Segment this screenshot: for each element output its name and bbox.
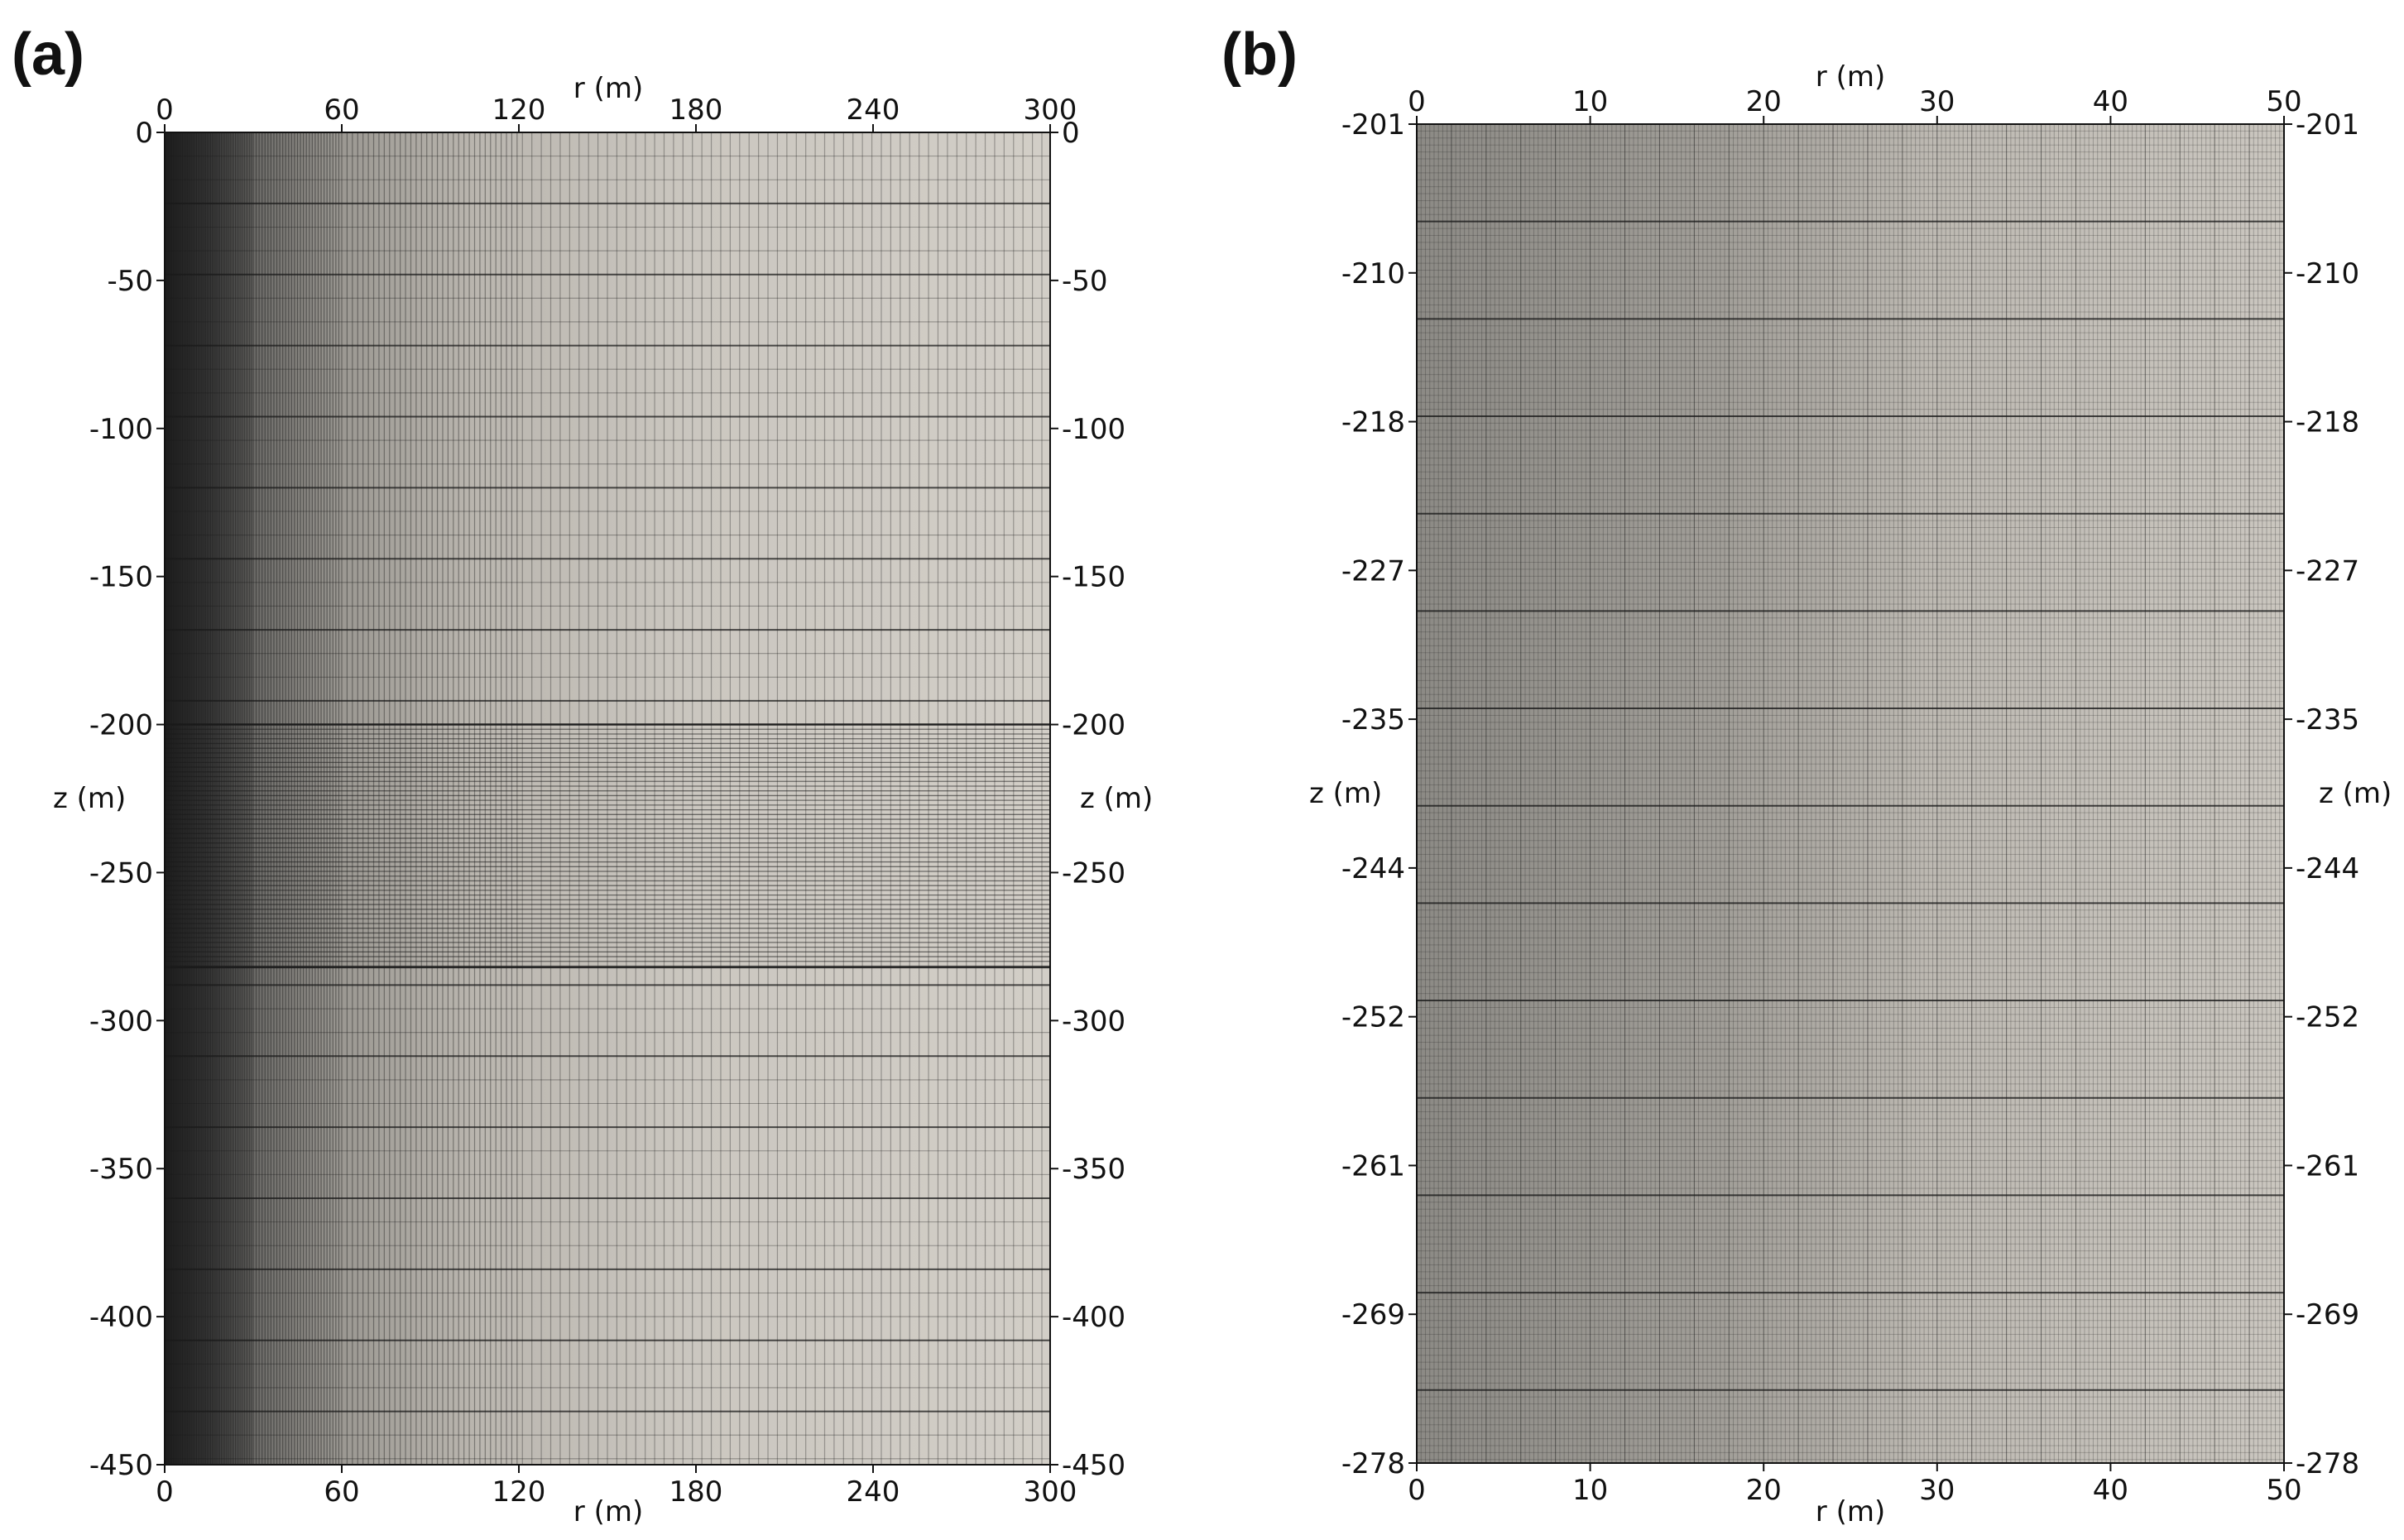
panel-b-ytick-right: -261	[2296, 1149, 2359, 1183]
panel-b-xtick-top: 50	[2266, 85, 2301, 118]
panel-b-ylabel-right: z (m)	[2319, 777, 2392, 810]
panel-a-ylabel-left: z (m)	[53, 782, 126, 815]
panel-b-ytick-right: -278	[2296, 1447, 2359, 1480]
panel-a-ytick-right: -250	[1062, 856, 1125, 890]
panel-b-xtick-top: 20	[1746, 85, 1782, 118]
panel-b-ytick-left: -261	[1341, 1149, 1405, 1183]
panel-a-xtick-bottom: 120	[492, 1475, 546, 1509]
panel-a-ytick-right: -350	[1062, 1153, 1125, 1186]
panel-a-ytick-right: -450	[1062, 1449, 1125, 1482]
panel-a-xtick-top: 120	[492, 94, 546, 127]
panel-b-ytick-left: -269	[1341, 1298, 1405, 1331]
panel-a-frame	[164, 132, 1051, 1466]
panel-a-xtick-bottom: 60	[324, 1475, 359, 1509]
panel-b-ytick-left: -235	[1341, 703, 1405, 736]
panel-a-ytick-right: -50	[1062, 265, 1108, 298]
panel-a-ytick-left: 0	[135, 117, 153, 150]
panel-a-ylabel-right: z (m)	[1080, 782, 1153, 815]
panel-a-mesh-background	[165, 132, 1050, 1465]
panel-a-mesh-lines	[165, 132, 1050, 1465]
panel-b-xtick-bottom: 10	[1572, 1474, 1608, 1507]
panel-b-ytick-right: -227	[2296, 554, 2359, 588]
panel-b-ytick-right: -218	[2296, 406, 2359, 439]
panel-b-mesh-background	[1417, 124, 2284, 1463]
panel-a-ytick-left: -200	[89, 709, 153, 742]
panel-a-ytick-left: -250	[89, 856, 153, 890]
panel-b-xtick-top: 40	[2093, 85, 2128, 118]
panel-a-ticks	[156, 124, 1058, 1473]
panel-b-ytick-right: -244	[2296, 852, 2359, 885]
panel-b: (b) 0 10 20 30 40 50 0 10 20 30 40 50 -2…	[1221, 22, 2392, 1528]
panel-b-frame	[1416, 123, 2285, 1464]
panel-b-xtick-top: 0	[1408, 85, 1426, 118]
panel-b-xtick-bottom: 30	[1919, 1474, 1955, 1507]
panel-b-ytick-right: -210	[2296, 257, 2359, 290]
panel-b-ytick-left: -218	[1341, 406, 1405, 439]
panel-b-xtick-bottom: 20	[1746, 1474, 1782, 1507]
panel-a-xtick-bottom: 240	[847, 1475, 900, 1509]
panel-a-ytick-right: 0	[1062, 117, 1080, 150]
panel-b-xtick-bottom: 40	[2093, 1474, 2128, 1507]
panel-a-ytick-right: -100	[1062, 413, 1125, 446]
panel-b-ytick-right: -201	[2296, 108, 2359, 142]
panel-a-xtick-bottom: 0	[156, 1475, 174, 1509]
panel-a-ytick-right: -150	[1062, 561, 1125, 594]
panel-a-xlabel-bottom: r (m)	[573, 1495, 643, 1528]
panel-a-label: (a)	[12, 22, 84, 88]
panel-a-ytick-left: -100	[89, 413, 153, 446]
panel-b-xlabel-top: r (m)	[1816, 60, 1885, 94]
panel-b-mesh-lines	[1417, 124, 2284, 1463]
panel-b-xtick-top: 30	[1919, 85, 1955, 118]
panel-b-xtick-bottom: 0	[1408, 1474, 1426, 1507]
panel-b-ytick-left: -227	[1341, 554, 1405, 588]
panel-b-ytick-right: -269	[2296, 1298, 2359, 1331]
panel-b-xlabel-bottom: r (m)	[1816, 1495, 1885, 1528]
panel-b-ytick-left: -244	[1341, 852, 1405, 885]
panel-b-xtick-bottom: 50	[2266, 1474, 2301, 1507]
panel-a-xtick-top: 60	[324, 94, 359, 127]
panel-b-ylabel-left: z (m)	[1309, 777, 1382, 810]
panel-a-xtick-top: 300	[1024, 94, 1077, 127]
panel-a-ytick-left: -150	[89, 561, 153, 594]
panel-a-xtick-bottom: 180	[669, 1475, 723, 1509]
panel-a-xlabel-top: r (m)	[573, 72, 643, 105]
panel-a: (a) 0 60 120 180 240 300 0 60 120 180 24…	[12, 22, 1153, 1528]
panel-b-ytick-right: -252	[2296, 1001, 2359, 1034]
panel-a-xtick-top: 180	[669, 94, 723, 127]
panel-b-ticks	[1408, 116, 2292, 1471]
panel-a-xtick-top: 0	[156, 94, 174, 127]
panel-b-label: (b)	[1221, 22, 1298, 88]
panel-a-ytick-right: -300	[1062, 1005, 1125, 1038]
panel-b-ytick-left: -201	[1341, 108, 1405, 142]
panel-a-ytick-left: -50	[107, 265, 153, 298]
panel-b-ytick-left: -252	[1341, 1001, 1405, 1034]
panel-a-ytick-left: -350	[89, 1153, 153, 1186]
panel-a-ytick-right: -200	[1062, 709, 1125, 742]
panel-a-ytick-left: -300	[89, 1005, 153, 1038]
panel-b-xtick-top: 10	[1572, 85, 1608, 118]
panel-a-ytick-right: -400	[1062, 1301, 1125, 1334]
panel-a-xtick-top: 240	[847, 94, 900, 127]
panel-a-ytick-left: -450	[89, 1449, 153, 1482]
panel-b-ytick-left: -210	[1341, 257, 1405, 290]
panel-b-ytick-left: -278	[1341, 1447, 1405, 1480]
panel-a-ytick-left: -400	[89, 1301, 153, 1334]
panel-a-xtick-bottom: 300	[1024, 1475, 1077, 1509]
panel-b-ytick-right: -235	[2296, 703, 2359, 736]
